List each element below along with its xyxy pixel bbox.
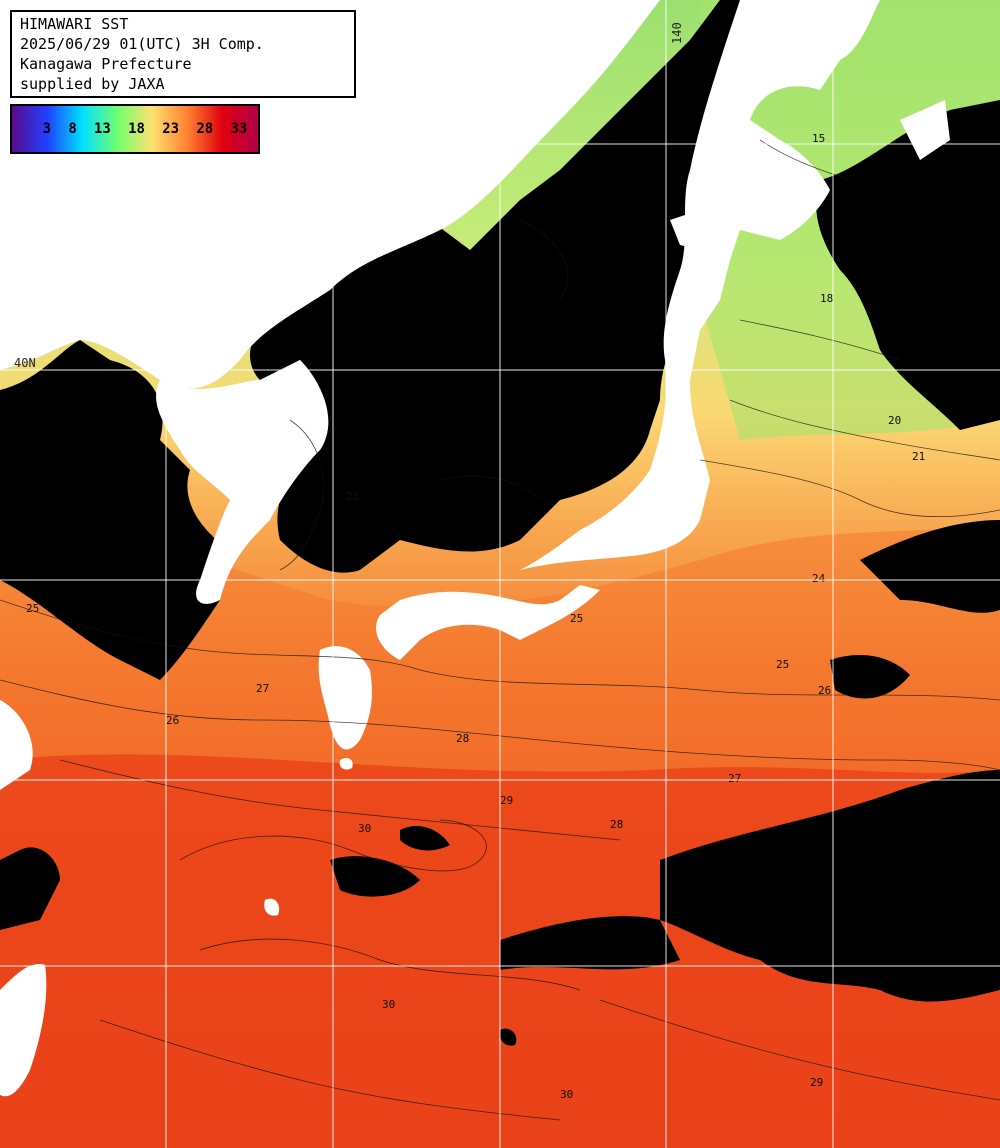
map-title: HIMAWARI SST bbox=[20, 15, 129, 33]
contour-label: 30 bbox=[382, 998, 395, 1011]
cloud-cover bbox=[0, 0, 1000, 1046]
contour-label: 24 bbox=[812, 572, 826, 585]
isotherm-contours bbox=[0, 139, 1000, 1121]
contour-label-group: 15 18 20 21 23 24 25 25 25 26 26 27 27 2… bbox=[26, 132, 925, 1101]
contour-label: 20 bbox=[888, 414, 901, 427]
contour-label: 25 bbox=[776, 658, 789, 671]
color-scale-legend: 3 8 13 18 23 28 33 bbox=[10, 104, 260, 154]
info-box: HIMAWARI SST 2025/06/29 01(UTC) 3H Comp.… bbox=[10, 10, 356, 98]
legend-tick: 33 bbox=[230, 121, 248, 137]
contour-label: 29 bbox=[500, 794, 513, 807]
contour-label: 25 bbox=[570, 612, 583, 625]
latitude-label: 40N bbox=[14, 356, 36, 370]
contour-label: 21 bbox=[912, 450, 925, 463]
longitude-label: 140 bbox=[670, 22, 684, 44]
legend-tick: 13 bbox=[94, 121, 111, 137]
contour-label: 28 bbox=[456, 732, 469, 745]
contour-label: 15 bbox=[812, 132, 825, 145]
contour-label: 30 bbox=[560, 1088, 573, 1101]
legend-tick: 18 bbox=[128, 121, 145, 137]
legend-tick: 23 bbox=[162, 121, 180, 137]
contour-label: 27 bbox=[728, 772, 741, 785]
contour-label: 26 bbox=[818, 684, 831, 697]
contour-label: 25 bbox=[26, 602, 39, 615]
contour-label: 28 bbox=[610, 818, 623, 831]
legend-tick: 28 bbox=[196, 121, 214, 137]
contour-label: 23 bbox=[346, 490, 359, 503]
contour-label: 18 bbox=[820, 292, 833, 305]
contour-label: 30 bbox=[358, 822, 371, 835]
legend-tick: 3 bbox=[42, 121, 52, 137]
contour-label: 27 bbox=[256, 682, 269, 695]
contour-label: 29 bbox=[810, 1076, 823, 1089]
observation-datetime: 2025/06/29 01(UTC) 3H Comp. bbox=[20, 35, 264, 53]
data-credit: supplied by JAXA bbox=[20, 75, 165, 93]
legend-tick: 8 bbox=[68, 121, 77, 137]
contour-label: 26 bbox=[166, 714, 179, 727]
region-name: Kanagawa Prefecture bbox=[20, 55, 192, 73]
